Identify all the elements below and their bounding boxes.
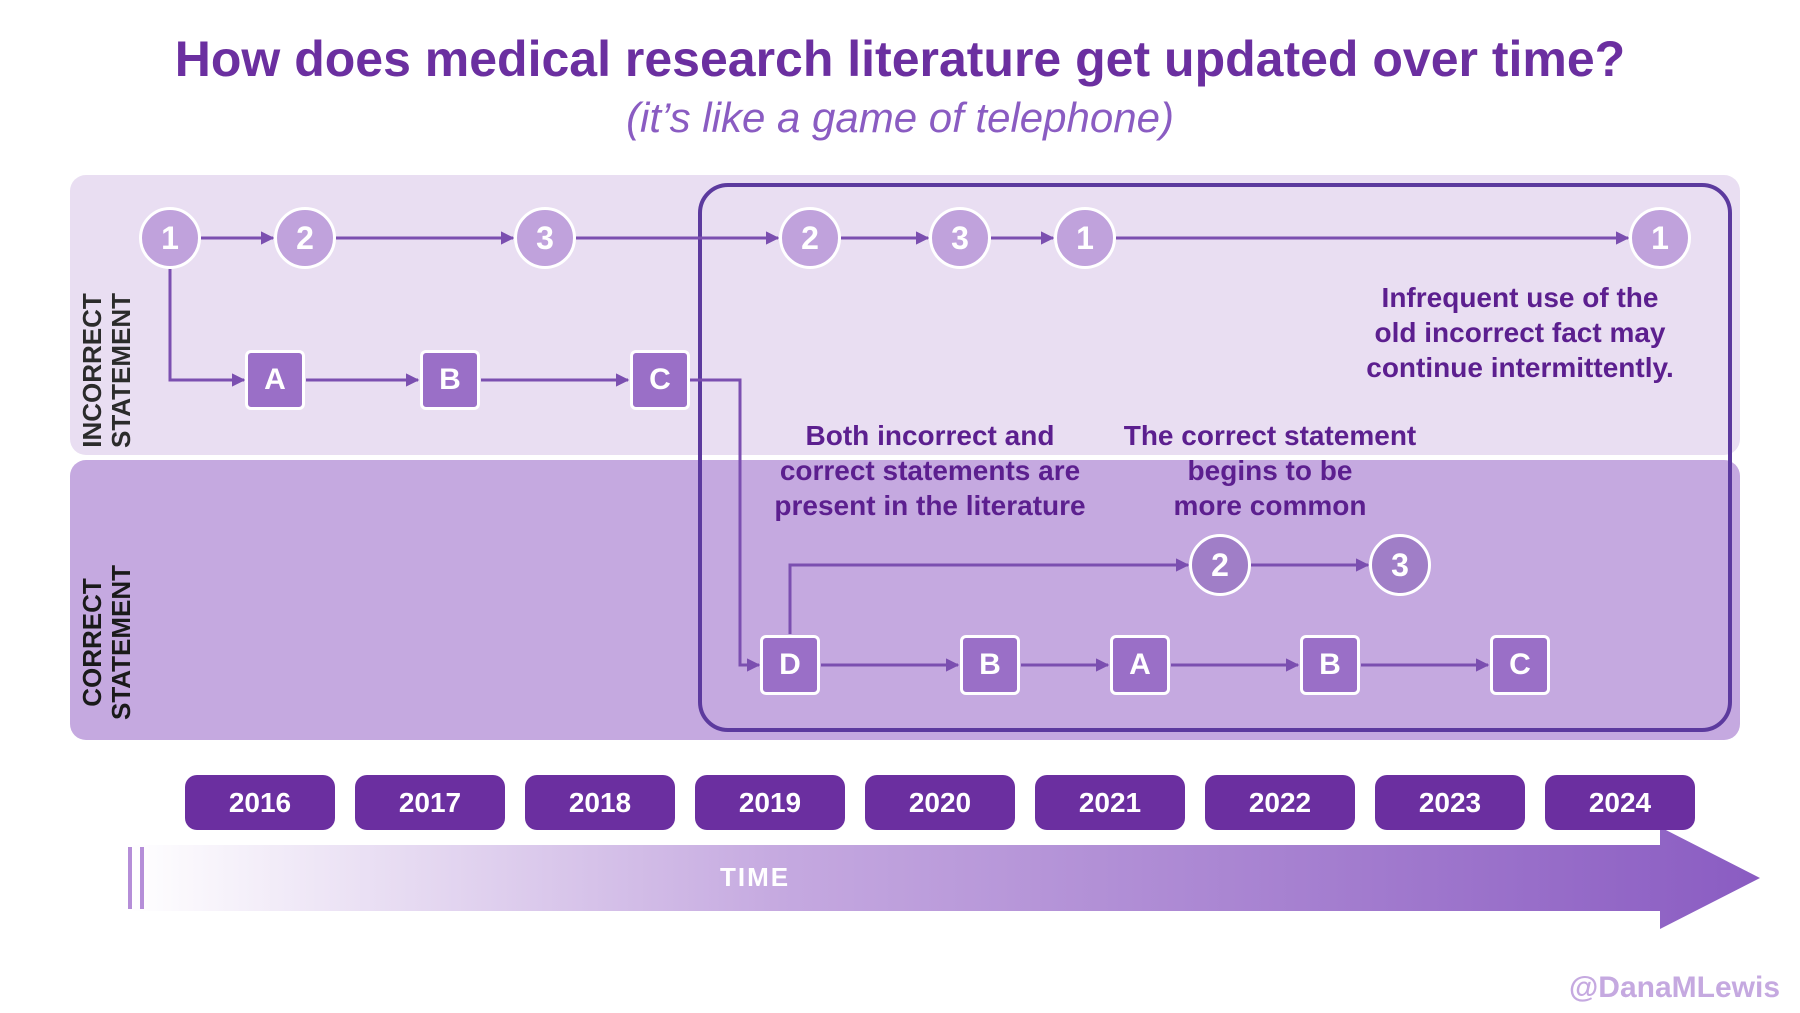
time-arrow — [130, 827, 1760, 929]
annotation-1: Both incorrect and correct statements ar… — [745, 418, 1115, 523]
correct-circle-node: 2 — [1189, 534, 1251, 596]
incorrect-square-node: B — [420, 350, 480, 410]
year-pill: 2023 — [1375, 775, 1525, 830]
year-pill: 2022 — [1205, 775, 1355, 830]
annotation-0: Infrequent use of the old incorrect fact… — [1320, 280, 1720, 385]
year-pill: 2021 — [1035, 775, 1185, 830]
diagram-canvas: How does medical research literature get… — [0, 0, 1800, 1013]
correct-square-node: D — [760, 635, 820, 695]
subtitle: (it’s like a game of telephone) — [0, 94, 1800, 142]
annotation-2: The correct statement begins to be more … — [1100, 418, 1440, 523]
incorrect-circle-node: 2 — [779, 207, 841, 269]
year-pill: 2019 — [695, 775, 845, 830]
year-pill: 2018 — [525, 775, 675, 830]
time-tick — [128, 847, 132, 909]
year-pill: 2020 — [865, 775, 1015, 830]
main-title: How does medical research literature get… — [0, 30, 1800, 88]
correct-square-node: C — [1490, 635, 1550, 695]
incorrect-circle-node: 3 — [929, 207, 991, 269]
incorrect-circle-node: 3 — [514, 207, 576, 269]
lane-label-incorrect: INCORRECT STATEMENT — [78, 293, 135, 448]
incorrect-circle-node: 1 — [139, 207, 201, 269]
lane-label-correct: CORRECT STATEMENT — [78, 565, 135, 720]
year-pill: 2017 — [355, 775, 505, 830]
year-pill: 2024 — [1545, 775, 1695, 830]
correct-circle-node: 3 — [1369, 534, 1431, 596]
time-axis-label: TIME — [720, 862, 790, 893]
incorrect-square-node: C — [630, 350, 690, 410]
year-pill: 2016 — [185, 775, 335, 830]
attribution: @DanaMLewis — [1569, 971, 1780, 1005]
correct-square-node: A — [1110, 635, 1170, 695]
incorrect-circle-node: 1 — [1629, 207, 1691, 269]
correct-square-node: B — [960, 635, 1020, 695]
correct-square-node: B — [1300, 635, 1360, 695]
incorrect-circle-node: 1 — [1054, 207, 1116, 269]
incorrect-circle-node: 2 — [274, 207, 336, 269]
time-tick — [140, 847, 144, 909]
incorrect-square-node: A — [245, 350, 305, 410]
